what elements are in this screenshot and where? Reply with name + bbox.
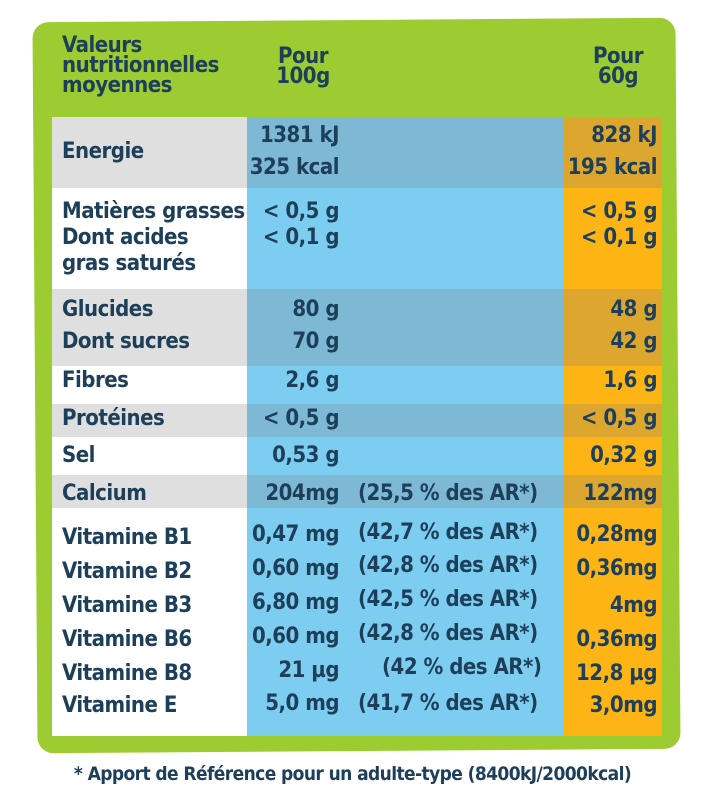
- value-per-60g: < 0,5 g: [580, 406, 658, 431]
- value-per-100g: < 0,5 g: [262, 199, 340, 224]
- reference-intake-percent: (42,8 % des AR*): [358, 621, 538, 646]
- value-per-100g: 0,47 mg: [251, 522, 340, 547]
- header-per-60g-line: Pour: [593, 44, 643, 69]
- value-per-100g: 325 kcal: [249, 155, 340, 180]
- value-per-60g: 0,32 g: [590, 443, 657, 468]
- value-per-100g: 5,0 mg: [265, 691, 339, 716]
- row-label: gras saturés: [62, 251, 196, 276]
- header-label: Valeurs nutritionnelles moyennes: [62, 33, 219, 98]
- reference-intake-percent: (25,5 % des AR*): [358, 481, 538, 506]
- row-label: Dont sucres: [62, 329, 190, 354]
- reference-intake-percent: (42,8 % des AR*): [358, 553, 538, 578]
- value-per-100g: 70 g: [292, 329, 339, 354]
- row-label: Dont acides: [62, 225, 189, 250]
- row-label: Vitamine B2: [62, 559, 192, 584]
- column-per-60g: [563, 117, 662, 736]
- row-label: Calcium: [62, 481, 147, 506]
- value-per-60g: 12,8 µg: [576, 661, 657, 686]
- row-label: Sel: [62, 443, 95, 468]
- value-per-100g: < 0,5 g: [262, 406, 340, 431]
- value-per-60g: < 0,1 g: [580, 225, 658, 250]
- row-label: Matières grasses: [62, 199, 245, 224]
- header-per-60g-line: 60g: [597, 64, 639, 89]
- value-per-100g: 80 g: [292, 297, 339, 322]
- value-per-100g: 1381 kJ: [260, 123, 340, 148]
- value-per-100g: 204mg: [265, 481, 339, 506]
- value-per-60g: < 0,5 g: [580, 199, 658, 224]
- row-label: Protéines: [62, 406, 165, 431]
- value-per-60g: 1,6 g: [603, 368, 657, 393]
- row-label: Vitamine B8: [62, 661, 192, 686]
- row-label: Glucides: [62, 297, 154, 322]
- reference-intake-percent: (42 % des AR*): [382, 655, 542, 680]
- value-per-100g: 0,60 mg: [251, 624, 340, 649]
- header-per-100g-line: 100g: [276, 64, 330, 89]
- header-per-60g: Pour 60g: [573, 44, 663, 89]
- value-per-60g: 0,36mg: [576, 627, 657, 652]
- value-per-60g: 828 kJ: [591, 123, 657, 148]
- value-per-60g: 0,36mg: [576, 556, 657, 581]
- header-per-100g-line: Pour: [278, 44, 328, 69]
- reference-intake-percent: (42,5 % des AR*): [358, 587, 538, 612]
- row-label: Vitamine E: [62, 693, 177, 718]
- value-per-100g: 21 µg: [278, 658, 339, 683]
- reference-intake-percent: (41,7 % des AR*): [358, 691, 538, 716]
- value-per-100g: 0,60 mg: [251, 556, 340, 581]
- value-per-60g: 195 kcal: [567, 155, 658, 180]
- row-label: Vitamine B1: [62, 525, 192, 550]
- row-band-glucides: [52, 289, 662, 366]
- value-per-60g: 3,0mg: [589, 693, 658, 718]
- value-per-60g: 4mg: [609, 593, 658, 618]
- row-band-calcium: [52, 475, 662, 508]
- row-label: Energie: [62, 139, 144, 164]
- row-label: Vitamine B6: [62, 627, 192, 652]
- header-label-line: Valeurs: [62, 33, 142, 58]
- row-band-energie: [52, 117, 662, 188]
- value-per-60g: 48 g: [610, 297, 657, 322]
- footnote: * Apport de Référence pour un adulte-typ…: [73, 763, 632, 785]
- header-per-100g: Pour 100g: [258, 44, 348, 89]
- row-label: Fibres: [62, 368, 129, 393]
- reference-intake-percent: (42,7 % des AR*): [358, 520, 538, 545]
- header-label-line: nutritionnelles: [62, 53, 219, 78]
- value-per-100g: 0,53 g: [272, 443, 339, 468]
- column-per-100g: [247, 117, 563, 736]
- value-per-100g: 2,6 g: [285, 368, 339, 393]
- row-band-proteines: [52, 404, 662, 437]
- row-label: Vitamine B3: [62, 593, 192, 618]
- header-label-line: moyennes: [62, 73, 172, 98]
- value-per-60g: 0,28mg: [576, 522, 657, 547]
- nutrition-table: [52, 117, 662, 736]
- value-per-60g: 122mg: [583, 481, 657, 506]
- value-per-100g: 6,80 mg: [251, 590, 340, 615]
- value-per-60g: 42 g: [610, 329, 657, 354]
- value-per-100g: < 0,1 g: [262, 225, 340, 250]
